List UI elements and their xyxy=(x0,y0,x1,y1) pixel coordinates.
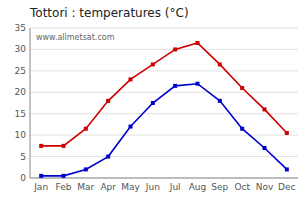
grid-line xyxy=(30,92,298,93)
point xyxy=(151,62,155,66)
point xyxy=(106,155,110,159)
x-tick-label: Dec xyxy=(278,182,295,192)
point xyxy=(173,84,177,88)
point xyxy=(106,99,110,103)
x-tick-label: Sep xyxy=(211,182,228,192)
y-tick-label: 25 xyxy=(15,66,26,76)
y-tick-label: 5 xyxy=(20,152,26,162)
point xyxy=(151,101,155,105)
x-tick-label: Feb xyxy=(56,182,72,192)
chart: Tottori : temperatures (°C) 0 5 10 15 20 25 30 3… xyxy=(0,0,305,200)
x-tick-label: Aug xyxy=(189,182,207,192)
point xyxy=(84,167,88,171)
point xyxy=(240,127,244,131)
y-tick-label: 20 xyxy=(15,87,27,97)
grid-line xyxy=(30,135,298,136)
grid-line xyxy=(30,113,298,114)
x-tick-label: Jan xyxy=(33,182,48,192)
point xyxy=(285,131,289,135)
y-tick-label: 15 xyxy=(15,109,26,119)
plot-area xyxy=(39,41,289,178)
point xyxy=(285,167,289,171)
chart-container: Tottori : temperatures (°C) 0 5 10 15 20 25 30 3… xyxy=(0,0,305,200)
watermark: www.allmetsat.com xyxy=(36,33,115,42)
grid-line xyxy=(30,70,298,71)
point xyxy=(39,174,43,178)
point xyxy=(196,82,200,86)
x-tick-label: Jul xyxy=(169,182,181,192)
point xyxy=(62,144,66,148)
y-tick-label: 10 xyxy=(15,130,27,140)
point xyxy=(240,86,244,90)
point xyxy=(218,99,222,103)
point xyxy=(263,107,267,111)
grid-line xyxy=(30,49,298,50)
y-tick-label: 35 xyxy=(15,23,26,33)
y-axis xyxy=(30,28,31,178)
x-tick-label: Jun xyxy=(145,182,160,192)
point xyxy=(84,127,88,131)
point xyxy=(62,174,66,178)
point xyxy=(39,144,43,148)
grid-line xyxy=(30,156,298,157)
x-tick-label: May xyxy=(121,182,140,192)
grid-line xyxy=(30,178,298,179)
x-tick-label: Oct xyxy=(234,182,250,192)
point xyxy=(196,41,200,45)
title: Tottori : temperatures (°C) xyxy=(29,6,189,20)
y-tick-label: 30 xyxy=(15,44,27,54)
x-tick-label: Nov xyxy=(256,182,274,192)
x-tick-label: Mar xyxy=(77,182,94,192)
x-tick-label: Apr xyxy=(100,182,116,192)
point xyxy=(173,47,177,51)
point xyxy=(263,146,267,150)
y-tick-label: 0 xyxy=(20,173,26,183)
grid-line xyxy=(30,28,298,29)
point xyxy=(129,77,133,81)
series-line xyxy=(41,84,287,176)
point xyxy=(129,125,133,129)
x-axis xyxy=(30,178,298,179)
point xyxy=(218,62,222,66)
